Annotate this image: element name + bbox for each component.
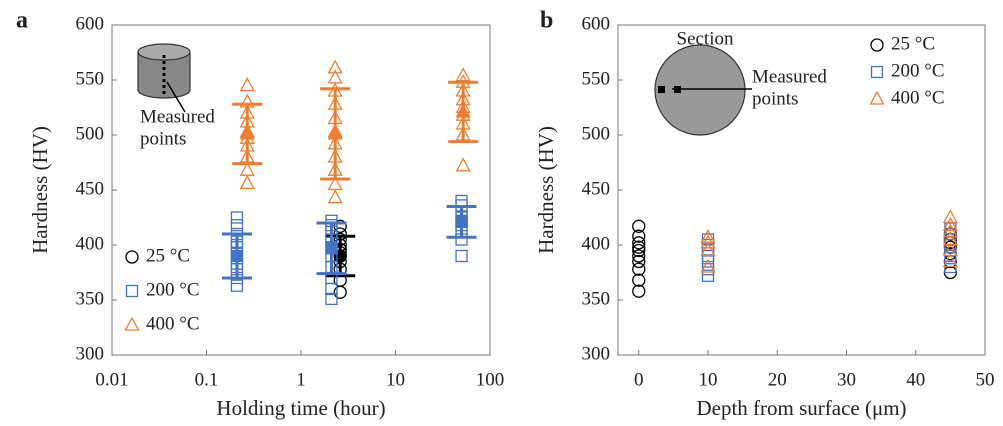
y-tick-label: 400 [76,233,105,254]
point [333,285,347,299]
legend-marker [125,284,139,298]
x-tick-label: 1 [296,369,306,390]
point [701,263,715,276]
point [632,273,646,287]
cylinder-icon [137,43,191,113]
point [327,59,343,74]
point [701,269,715,282]
point [455,249,468,263]
point [327,125,343,140]
point [230,279,244,292]
point [632,243,646,258]
y-tick-label: 400 [582,233,611,254]
x-tick-label: 20 [768,369,787,390]
point [239,161,255,176]
annotation-text: points [752,88,798,109]
panel-label: b [540,8,553,34]
legend-label: 25 °C [891,33,935,54]
x-tick-label: 10 [699,369,718,390]
legend-label: 25 °C [146,245,190,266]
point [632,236,646,250]
y-tick-label: 350 [76,288,105,309]
y-tick-label: 550 [76,68,105,89]
point [632,249,646,263]
point [325,242,338,255]
point [327,189,343,204]
point [239,175,255,190]
point [230,211,244,224]
y-tick-label: 550 [582,68,611,89]
section-icon [654,44,752,136]
y-tick-label: 300 [582,343,611,364]
point [230,219,244,232]
y-tick-label: 500 [76,123,105,144]
panel-label: a [16,8,28,34]
x-tick-label: 50 [976,369,995,390]
point [700,228,716,243]
y-tick-label: 600 [76,13,105,34]
point [455,194,468,208]
legend-label: 400 °C [146,313,200,334]
point [944,252,957,265]
point [632,254,646,269]
point [942,253,958,268]
x-tick-label: 30 [837,369,856,390]
y-tick-label: 500 [582,123,611,144]
x-tick-label: 0.1 [195,369,219,390]
point [230,249,244,263]
point [327,176,343,191]
point [632,240,646,254]
annotation-title: Section [677,28,734,49]
point [455,157,471,172]
y-axis-label: Hardness (HV) [28,126,52,254]
point [942,231,958,246]
x-tick-label: 0.01 [95,369,128,390]
point [700,258,716,273]
legend-label: 200 °C [146,279,200,300]
point [455,103,471,118]
legend-marker [124,316,140,331]
annotation-text: Measured [752,66,827,87]
point [632,229,646,243]
y-tick-label: 600 [582,13,611,34]
x-tick-label: 40 [906,369,925,390]
legend-marker [870,65,884,79]
point [632,284,646,298]
point [239,77,255,92]
point [632,262,646,276]
y-tick-label: 350 [582,288,611,309]
legend-label: 200 °C [891,60,945,81]
point [239,125,255,140]
point [455,67,471,82]
point [325,292,338,306]
point [942,242,958,257]
x-axis-label: Holding time (hour) [216,396,385,420]
annotation-text: Measured [140,106,215,127]
annotation-text: points [140,128,186,149]
y-tick-label: 450 [76,178,105,199]
point [942,216,958,231]
point [632,219,646,233]
x-axis-label: Depth from surface (μm) [696,396,906,420]
point [327,69,343,84]
point [455,215,468,229]
y-tick-label: 300 [76,343,105,364]
y-axis-label: Hardness (HV) [534,126,558,254]
legend-marker [869,90,885,105]
x-tick-label: 100 [476,369,505,390]
legend-label: 400 °C [891,87,945,108]
legend-marker [125,250,139,264]
y-tick-label: 450 [582,178,611,199]
point [700,242,716,257]
x-tick-label: 10 [386,369,405,390]
legend-marker [870,38,884,52]
x-tick-label: 0 [634,369,644,390]
point [942,209,958,224]
